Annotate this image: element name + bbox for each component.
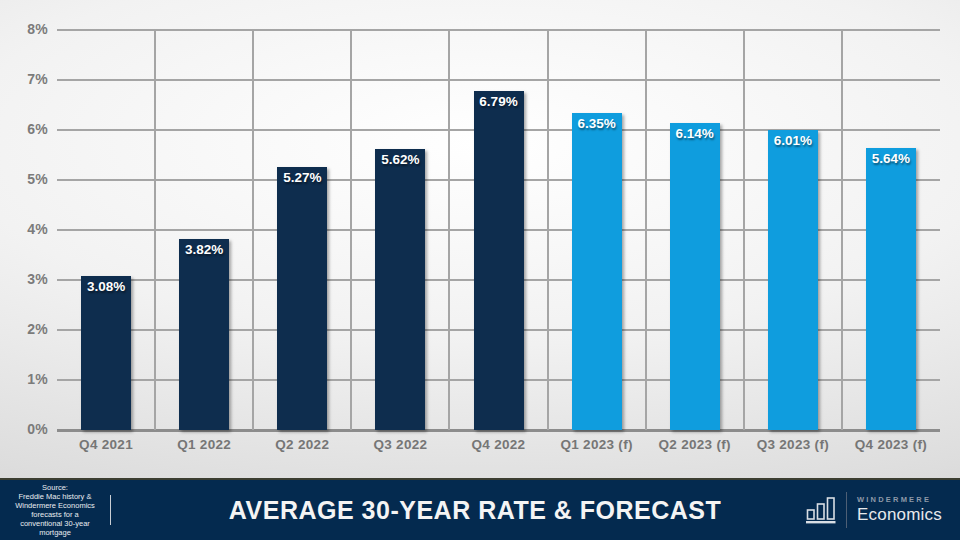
x-tick-label: Q1 2022 (155, 437, 253, 452)
bar-value-label: 5.62% (375, 152, 425, 167)
source-divider (110, 495, 111, 525)
source-note-line: Windermere Economics (4, 501, 106, 510)
bar-value-label: 5.64% (866, 151, 916, 166)
source-note-line: mortgage (4, 528, 106, 537)
y-tick-label: 5% (0, 171, 48, 187)
footer-bar: Source:Freddie Mac history &Windermere E… (0, 478, 960, 540)
bar-chart-icon (806, 496, 836, 524)
slide: 8% 7% 6% 5% 4% 3% 2% 1% 0% 3.08% 3.82% 5.27% 5.62% 6… (0, 0, 960, 540)
bar-value-label: 6.01% (768, 133, 818, 148)
x-tick-label: Q2 2022 (253, 437, 351, 452)
source-note-line: conventional 30-year (4, 519, 106, 528)
bar-q2-2022: 5.27% (277, 167, 327, 431)
y-tick-label: 2% (0, 321, 48, 337)
source-note-line: forecasts for a (4, 510, 106, 519)
bar-value-label: 6.35% (572, 116, 622, 131)
bar-value-label: 6.14% (670, 126, 720, 141)
y-tick-label: 8% (0, 21, 48, 37)
gridline-8% (57, 29, 940, 31)
source-note-line: Source: (4, 483, 106, 492)
vertical-gridline (252, 30, 254, 430)
vertical-gridline (645, 30, 647, 430)
x-tick-label: Q1 2023 (f) (548, 437, 646, 452)
bar-value-label: 3.82% (179, 242, 229, 257)
vertical-gridline (448, 30, 450, 430)
bar-q4-2023-f: 5.64% (866, 148, 916, 430)
brand-name-bottom: Economics (857, 505, 942, 525)
bar-q3-2022: 5.62% (375, 149, 425, 430)
source-note: Source:Freddie Mac history &Windermere E… (0, 483, 106, 537)
brand-text: WINDERMERE Economics (857, 495, 942, 525)
vertical-gridline (841, 30, 843, 430)
x-tick-label: Q3 2023 (f) (744, 437, 842, 452)
x-tick-label: Q4 2022 (449, 437, 547, 452)
bar-q3-2023-f: 6.01% (768, 130, 818, 431)
x-tick-label: Q2 2023 (f) (646, 437, 744, 452)
bar-q4-2022: 6.79% (474, 91, 524, 431)
brand-logo: WINDERMERE Economics (806, 492, 942, 528)
x-tick-label: Q4 2021 (57, 437, 155, 452)
bar-q1-2022: 3.82% (179, 239, 229, 430)
vertical-gridline (350, 30, 352, 430)
plot-area: 3.08% 3.82% 5.27% 5.62% 6.79% 6.35% 6.14% 6.01%… (57, 30, 940, 430)
y-tick-label: 6% (0, 121, 48, 137)
y-tick-label: 7% (0, 71, 48, 87)
source-note-line: Freddie Mac history & (4, 492, 106, 501)
y-tick-label: 1% (0, 371, 48, 387)
bar-q1-2023-f: 6.35% (572, 113, 622, 431)
y-tick-label: 3% (0, 271, 48, 287)
bar-value-label: 3.08% (81, 279, 131, 294)
brand-name-top: WINDERMERE (857, 495, 942, 504)
y-tick-label: 0% (0, 421, 48, 437)
chart-title: AVERAGE 30-YEAR RATE & FORECAST (229, 496, 721, 525)
vertical-gridline (154, 30, 156, 430)
vertical-gridline (547, 30, 549, 430)
vertical-gridline (743, 30, 745, 430)
bar-q4-2021: 3.08% (81, 276, 131, 430)
bar-value-label: 6.79% (474, 94, 524, 109)
bar-q2-2023-f: 6.14% (670, 123, 720, 430)
x-tick-label: Q4 2023 (f) (842, 437, 940, 452)
bar-value-label: 5.27% (277, 170, 327, 185)
gridline-7% (57, 79, 940, 81)
y-tick-label: 4% (0, 221, 48, 237)
bar-chart: 8% 7% 6% 5% 4% 3% 2% 1% 0% 3.08% 3.82% 5.27% 5.62% 6… (0, 0, 960, 478)
brand-divider (846, 492, 847, 528)
x-tick-label: Q3 2022 (351, 437, 449, 452)
